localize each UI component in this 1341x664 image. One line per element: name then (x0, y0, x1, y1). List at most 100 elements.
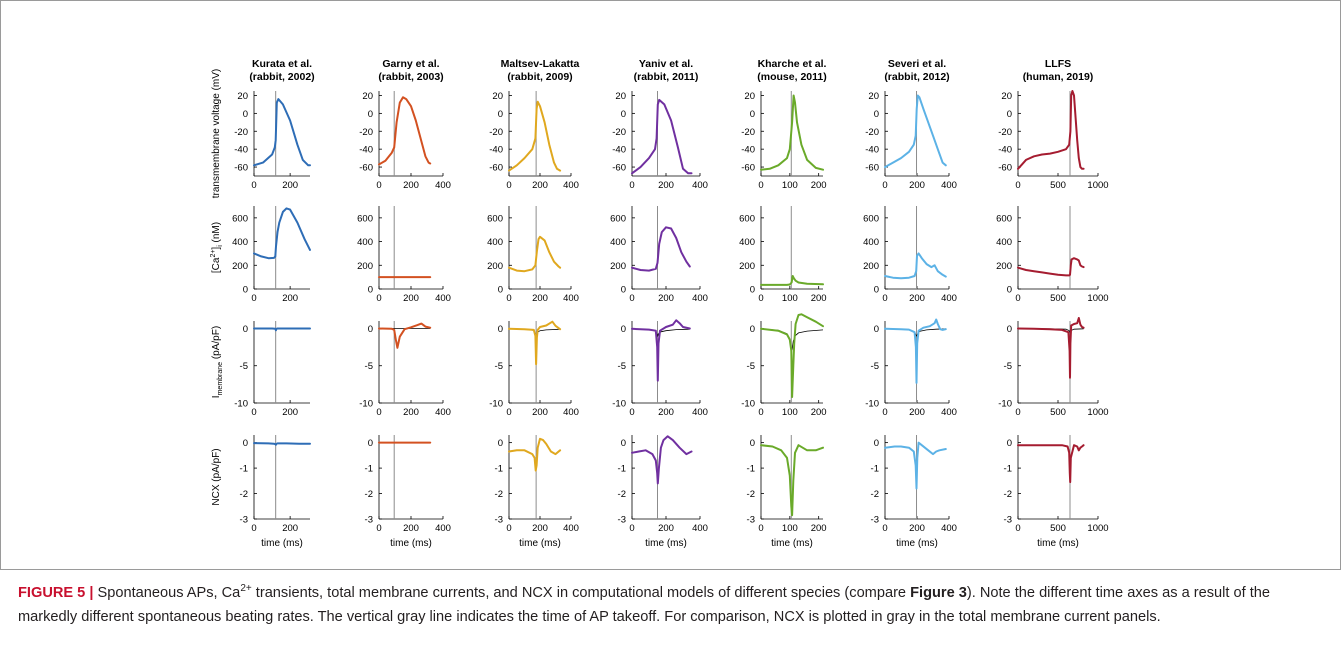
caption-superscript: 2+ (240, 583, 251, 594)
y-tick-label: 0 (750, 109, 755, 120)
x-tick-label: 1000 (1087, 180, 1108, 191)
model-title: Kharche et al. (758, 58, 827, 70)
model-title: Kurata et al. (252, 58, 312, 70)
y-tick-label: 20 (868, 91, 879, 102)
x-tick-label: 400 (563, 407, 579, 418)
y-tick-label: -2 (1004, 489, 1012, 500)
y-tick-label: -3 (871, 515, 879, 526)
y-tick-label: -10 (998, 399, 1012, 410)
x-tick-label: 400 (692, 407, 708, 418)
x-tick-label: 100 (782, 407, 798, 418)
y-tick-label: 20 (362, 91, 373, 102)
x-tick-label: 0 (1015, 523, 1020, 534)
y-axis-label: [Ca2+]i (nM) (210, 222, 224, 273)
y-tick-label: -20 (741, 127, 755, 138)
series-trace-calcium (761, 276, 823, 285)
y-tick-label: 0 (368, 109, 373, 120)
y-tick-label: 200 (610, 261, 626, 272)
series-trace-voltage (509, 102, 560, 171)
x-tick-label: 200 (532, 293, 548, 304)
y-tick-label: 0 (750, 324, 755, 335)
y-axis-label: Imembrane (pA/pF) (211, 326, 224, 398)
y-tick-label: 600 (863, 213, 879, 224)
series-trace-ncx (509, 439, 560, 471)
figure-frame: Kurata et al. (rabbit, 2002) 20 0 -20 -40 -60 0… (0, 0, 1341, 570)
model-subtitle: (rabbit, 2012) (884, 71, 949, 83)
y-tick-label: -10 (741, 399, 755, 410)
y-tick-label: 0 (874, 438, 879, 449)
y-tick-label: 400 (487, 237, 503, 248)
caption-figure-reference: Figure 3 (910, 585, 967, 601)
x-tick-label: 0 (758, 523, 763, 534)
y-tick-label: -2 (871, 489, 879, 500)
y-tick-label: -1 (495, 464, 503, 475)
x-tick-label: 1000 (1087, 293, 1108, 304)
y-tick-label: -60 (489, 163, 503, 174)
x-tick-label: 400 (563, 180, 579, 191)
x-tick-label: 0 (629, 180, 634, 191)
x-tick-label: 0 (1015, 293, 1020, 304)
y-tick-label: -40 (865, 145, 879, 156)
y-tick-label: -40 (612, 145, 626, 156)
y-tick-label: -3 (365, 515, 373, 526)
figure-label: FIGURE 5 | (18, 585, 93, 601)
y-tick-label: -10 (865, 399, 879, 410)
y-tick-label: 0 (1007, 109, 1012, 120)
x-tick-label: 1000 (1087, 523, 1108, 534)
y-tick-label: 0 (874, 109, 879, 120)
y-tick-label: -5 (240, 361, 248, 372)
x-axis-label: time (ms) (519, 538, 561, 549)
y-tick-label: 0 (498, 438, 503, 449)
y-tick-label: 0 (1007, 285, 1012, 296)
x-tick-label: 400 (563, 293, 579, 304)
y-tick-label: -5 (495, 361, 503, 372)
model-title: LLFS (1045, 58, 1071, 70)
x-tick-label: 200 (403, 293, 419, 304)
y-tick-label: -20 (359, 127, 373, 138)
y-tick-label: -5 (365, 361, 373, 372)
x-tick-label: 200 (811, 180, 827, 191)
model-subtitle: (rabbit, 2002) (249, 71, 314, 83)
x-tick-label: 400 (563, 523, 579, 534)
y-tick-label: 200 (232, 261, 248, 272)
x-tick-label: 200 (403, 180, 419, 191)
x-tick-label: 0 (506, 407, 511, 418)
y-tick-label: 200 (863, 261, 879, 272)
y-axis-label: transmembrane voltage (mV) (211, 69, 222, 199)
series-trace-voltage (254, 99, 310, 165)
y-tick-label: -2 (747, 489, 755, 500)
x-tick-label: 0 (629, 407, 634, 418)
y-tick-label: 200 (996, 261, 1012, 272)
y-tick-label: 200 (487, 261, 503, 272)
y-tick-label: -3 (495, 515, 503, 526)
y-tick-label: -5 (747, 361, 755, 372)
y-tick-label: -1 (240, 464, 248, 475)
series-trace-calcium (509, 237, 560, 271)
y-tick-label: 0 (498, 109, 503, 120)
x-tick-label: 0 (506, 523, 511, 534)
y-tick-label: -60 (359, 163, 373, 174)
y-tick-label: -20 (234, 127, 248, 138)
x-tick-label: 200 (811, 523, 827, 534)
x-tick-label: 200 (403, 407, 419, 418)
series-trace-ncx (1018, 445, 1084, 482)
x-tick-label: 200 (811, 293, 827, 304)
y-tick-label: 0 (1007, 324, 1012, 335)
x-tick-label: 200 (909, 523, 925, 534)
y-tick-label: -20 (612, 127, 626, 138)
y-tick-label: 600 (487, 213, 503, 224)
series-trace-imembrane (1018, 318, 1084, 378)
y-tick-label: -3 (618, 515, 626, 526)
series-trace-calcium (885, 253, 946, 278)
y-tick-label: -3 (240, 515, 248, 526)
y-tick-label: 0 (368, 438, 373, 449)
y-tick-label: 0 (750, 285, 755, 296)
y-tick-label: -60 (612, 163, 626, 174)
model-title: Maltsev-Lakatta (501, 58, 580, 70)
y-tick-label: -10 (489, 399, 503, 410)
x-tick-label: 200 (403, 523, 419, 534)
model-subtitle: (mouse, 2011) (757, 71, 826, 83)
x-tick-label: 0 (882, 293, 887, 304)
x-tick-label: 400 (941, 293, 957, 304)
x-tick-label: 500 (1050, 180, 1066, 191)
